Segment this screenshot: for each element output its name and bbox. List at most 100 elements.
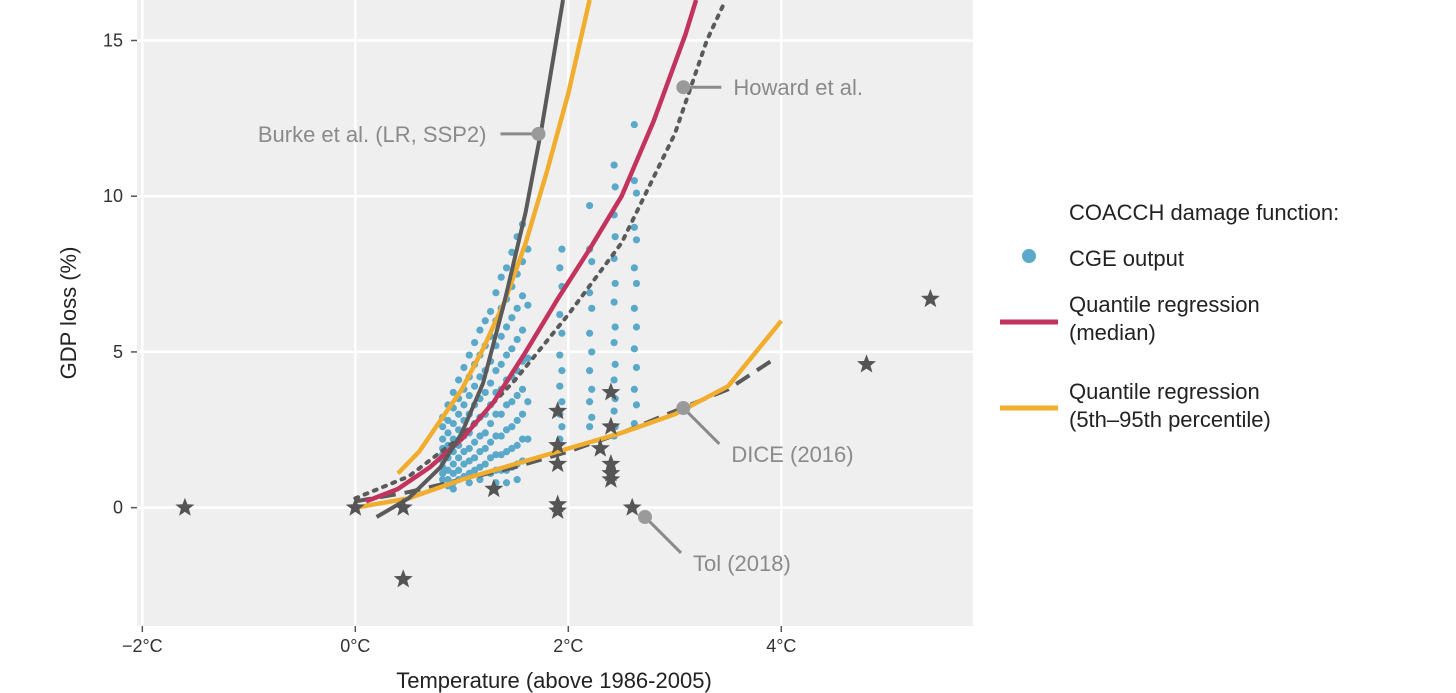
annotation-marker	[676, 80, 691, 95]
cge-point	[630, 304, 638, 312]
study-star	[393, 569, 413, 588]
x-tick-label: −2°C	[122, 636, 163, 656]
study-star	[548, 500, 568, 519]
cge-point	[632, 323, 641, 331]
plot-background	[137, 0, 973, 626]
cge-point	[586, 423, 594, 431]
cge-point	[502, 401, 511, 409]
cge-point	[630, 120, 638, 129]
cge-point	[476, 463, 484, 471]
cge-point	[439, 469, 447, 477]
cge-point	[502, 447, 511, 456]
cge-point	[465, 457, 473, 465]
cge-point	[508, 423, 516, 431]
cge-point	[556, 310, 564, 319]
y-axis: 0 5 10 15	[103, 30, 137, 518]
cge-point	[486, 438, 495, 446]
x-tick-label: 4°C	[766, 636, 796, 656]
x-axis-title: Temperature (above 1986-2005)	[396, 668, 712, 693]
cge-point	[588, 348, 596, 356]
cge-point	[611, 183, 619, 191]
grid	[137, 0, 973, 626]
cge-point	[465, 351, 473, 359]
cge-point	[630, 385, 638, 393]
annotation-label: Tol (2018)	[693, 551, 791, 576]
cge-point	[630, 264, 638, 272]
y-tick-label: 0	[113, 498, 123, 518]
cge-point	[492, 367, 500, 375]
cge-point	[558, 329, 566, 337]
study-star	[857, 354, 876, 373]
cge-point	[481, 444, 489, 453]
cge-point	[588, 258, 596, 266]
cge-point	[524, 435, 532, 443]
cge-point	[439, 435, 447, 443]
cge-point	[455, 454, 463, 462]
cge-point	[610, 376, 618, 384]
cge-point	[630, 223, 638, 231]
curve-percentile	[396, 0, 592, 475]
cge-point	[460, 460, 468, 468]
annotation-leader	[682, 406, 721, 446]
cge-point	[455, 466, 463, 474]
study-star	[548, 435, 568, 454]
cge-point	[518, 385, 527, 393]
study-star	[484, 479, 504, 498]
cge-point	[558, 245, 566, 253]
cge-point	[439, 423, 447, 431]
cge-point	[586, 329, 594, 337]
cge-point	[518, 435, 527, 443]
cge-point	[439, 476, 447, 484]
cge-point	[465, 444, 473, 453]
cge-point	[610, 298, 618, 306]
cge-point	[610, 407, 618, 415]
cge-point	[481, 388, 489, 397]
cge-point	[508, 314, 516, 322]
cge-point	[630, 345, 638, 353]
cge-point	[460, 401, 468, 409]
cge-point	[481, 317, 489, 325]
cge-point	[586, 367, 594, 375]
cge-point	[558, 398, 566, 406]
cge-point	[556, 264, 564, 272]
cge-point	[518, 410, 527, 418]
cge-point	[481, 429, 489, 437]
cge-point	[476, 432, 484, 440]
cge-point	[556, 351, 564, 359]
legend: COACCH damage function: CGE output Quant…	[1000, 200, 1339, 432]
curve-howard	[353, 4, 725, 501]
study-star	[175, 497, 195, 516]
cge-point	[444, 476, 452, 484]
cge-point	[486, 379, 495, 387]
cge-point	[586, 398, 594, 406]
cge-point	[449, 388, 457, 397]
cge-point	[497, 360, 505, 368]
legend-label-cge: CGE output	[1069, 246, 1184, 271]
cge-point	[460, 447, 468, 456]
cge-point	[492, 432, 500, 440]
cge-point	[513, 335, 521, 344]
curve-burke	[375, 0, 565, 519]
study-star	[345, 497, 365, 516]
study-star	[548, 401, 568, 420]
cge-point	[486, 454, 495, 462]
study-star	[601, 454, 621, 473]
cge-point	[508, 345, 516, 353]
annotation-label: Burke et al. (LR, SSP2)	[258, 122, 487, 147]
cge-point	[513, 441, 521, 449]
cge-point	[588, 413, 596, 421]
cge-point	[470, 438, 479, 446]
cge-point	[611, 279, 619, 288]
cge-point	[502, 351, 511, 359]
cge-point	[513, 391, 521, 400]
x-tick-label: 0°C	[340, 636, 370, 656]
cge-point	[518, 326, 527, 334]
cge-point	[513, 416, 521, 425]
cge-point	[586, 201, 594, 210]
cge-point	[518, 292, 527, 300]
cge-point	[524, 354, 532, 362]
y-tick-label: 5	[113, 342, 123, 362]
cge-point	[524, 398, 532, 406]
cge-point	[556, 382, 564, 390]
